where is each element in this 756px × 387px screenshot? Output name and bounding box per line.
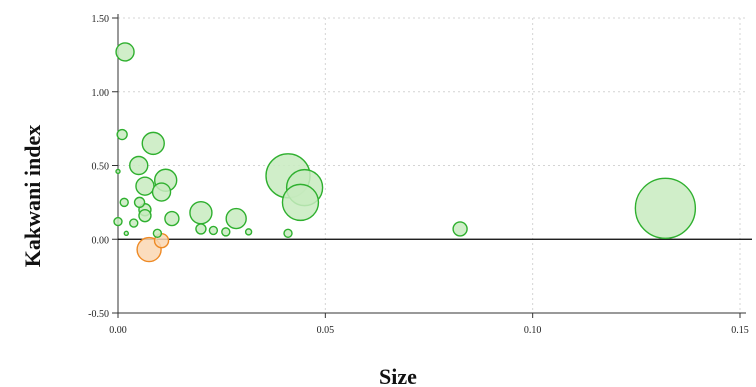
bubble-positive	[151, 182, 172, 202]
y-axis-title: Kakwani index	[20, 125, 45, 267]
x-tick-label: 0.15	[731, 325, 749, 336]
bubble-positive	[129, 218, 139, 228]
bubble-positive	[115, 168, 121, 175]
bubble-positive	[113, 216, 123, 227]
x-tick-label: 0.05	[317, 325, 335, 336]
bubble-positive	[119, 197, 129, 208]
bubble-positive	[634, 177, 697, 239]
bubble-positive	[129, 155, 149, 176]
bubble-positive	[283, 228, 293, 239]
bubble-positive	[141, 131, 165, 156]
bubble-positive	[138, 208, 152, 223]
data-points	[113, 42, 697, 263]
x-tick-label: 0.10	[524, 325, 542, 336]
axes	[112, 14, 752, 318]
bubble-positive	[123, 230, 129, 237]
bubble-positive	[221, 227, 231, 237]
bubble-positive	[115, 42, 135, 62]
bubble-positive	[133, 196, 146, 209]
y-tick-label: 1.00	[92, 88, 110, 99]
y-tick-label: 0.00	[92, 235, 110, 246]
grid-lines	[118, 17, 746, 314]
x-tick-label: 0.00	[109, 325, 127, 336]
bubble-positive	[152, 228, 163, 239]
bubble-positive	[281, 183, 320, 222]
y-tick-label: 1.50	[92, 14, 110, 25]
bubble-positive	[208, 225, 219, 236]
bubble-positive	[189, 200, 213, 225]
bubble-positive	[164, 210, 180, 227]
bubble-positive	[225, 207, 247, 230]
bubble-positive	[195, 223, 207, 235]
y-tick-label: -0.50	[88, 309, 109, 320]
bubble-positive	[135, 176, 155, 196]
bubble-positive	[244, 228, 253, 236]
y-tick-label: 0.50	[92, 162, 110, 173]
tick-labels: 0.00 0.05 0.10 0.15-0.500.000.501.001.50	[88, 14, 749, 336]
bubble-positive	[116, 128, 128, 141]
bubble-positive	[452, 221, 468, 237]
x-axis-title: Size	[379, 364, 417, 387]
